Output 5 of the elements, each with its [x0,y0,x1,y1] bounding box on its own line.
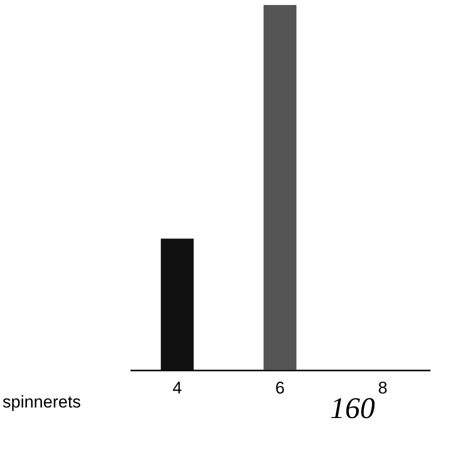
x-tick-label: 6 [275,378,285,398]
x-tick-label: 8 [378,378,388,398]
x-tick-label: 4 [172,378,182,398]
text: 160 [330,392,375,426]
x-axis-title: spinnerets [2,392,81,412]
